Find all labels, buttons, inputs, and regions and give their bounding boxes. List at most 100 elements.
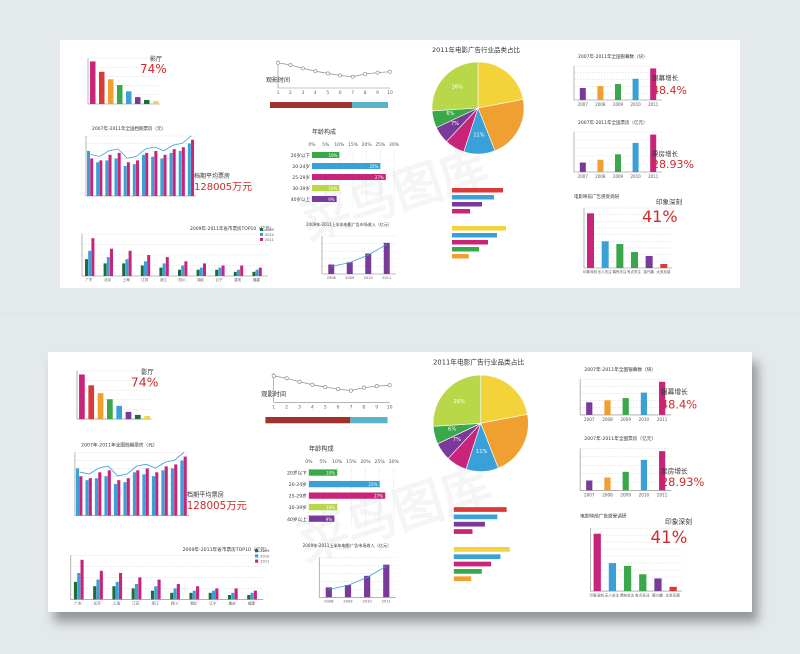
age-value-label: 10%: [326, 505, 335, 510]
top10-bar: [173, 588, 177, 600]
national-line: [90, 135, 192, 159]
survey-tick-label: 感兴趣: [643, 269, 654, 274]
top10-tick-label: 广东: [74, 601, 82, 606]
cinema-callout-value: 74%: [131, 375, 159, 390]
adrev-tick-label: 2009: [343, 600, 353, 604]
top10-bar: [250, 592, 254, 600]
survey-bar: [601, 241, 609, 268]
age-tick-label: 5%: [319, 459, 327, 465]
screens-chart-tick-label: 2008: [602, 417, 613, 422]
screens-chart-bar: [615, 83, 621, 100]
national-bar: [154, 151, 158, 196]
national-bar: [161, 470, 165, 516]
top10-title: 2009年-2011年省市票房TOP10（亿元）: [190, 225, 274, 232]
screens-chart-tick-label: 2010: [631, 102, 642, 107]
boxoffice-chart-bar: [604, 477, 611, 491]
boxoffice-chart-tick-label: 2010: [631, 174, 642, 179]
top10-bar: [150, 590, 155, 600]
survey-title: 电影映前广告感受调研: [574, 193, 619, 200]
cinema-bar: [88, 385, 95, 420]
hbars2-chart-bar: [452, 254, 469, 259]
boxoffice-chart-bar: [579, 162, 586, 172]
screens-chart-bar: [622, 398, 629, 415]
timeline-point: [388, 69, 392, 74]
top10-chart: 2009年-2011年省市票房TOP10（亿元） 广东 北京 上海 江苏 浙江 四川 湖北 辽宁…: [70, 546, 270, 606]
top10-bar: [181, 265, 185, 276]
top10-bar: [237, 269, 240, 276]
timeline-tick-label: 7: [350, 405, 353, 411]
avg-box-office-value: 128005万元: [187, 500, 247, 512]
national-bar: [136, 470, 140, 516]
top10-bar: [255, 269, 259, 276]
age-value-label: 25%: [368, 482, 377, 487]
age-tick-label: 10%: [334, 142, 345, 148]
adrev-line: [328, 565, 387, 590]
top10-legend-swatch: [255, 549, 259, 553]
age-tick-label: 0%: [308, 142, 316, 148]
cinema-callout-value: 74%: [140, 62, 167, 76]
top10-bar: [199, 267, 203, 276]
age-tick-label: 5%: [322, 142, 330, 148]
top10-bar: [215, 588, 219, 600]
age-category-label: 20-24岁: [292, 163, 310, 170]
survey-bar: [654, 578, 662, 592]
national-bar: [183, 456, 187, 516]
screens-chart-bar: [579, 88, 586, 100]
national-bar: [187, 143, 191, 196]
survey-bar: [660, 264, 668, 268]
survey-tick-label: 印象深刻: [590, 592, 605, 597]
hbars2-chart-bar: [453, 561, 492, 567]
boxoffice-chart-tick-label: 2010: [639, 493, 650, 498]
top10-tick-label: 北京: [104, 277, 111, 282]
national-line: [79, 452, 185, 477]
national-bar: [145, 152, 149, 196]
national-bar: [169, 152, 173, 196]
cinema-bar: [134, 414, 141, 420]
timeline-point: [276, 60, 280, 65]
timeline-point: [349, 388, 353, 393]
top10-legend-label: 2009: [260, 549, 270, 553]
hbars2-chart-bar: [452, 233, 497, 238]
adrev-bar: [383, 564, 390, 598]
timeline-tick-label: 8: [364, 90, 367, 96]
top10-bar: [196, 586, 200, 600]
national-bar: [107, 470, 111, 516]
age-tick-label: 30%: [389, 142, 400, 148]
cinema-bar: [126, 91, 132, 104]
top10-bar: [215, 269, 219, 276]
top10-bar: [134, 584, 139, 600]
timeline-tick-label: 8: [362, 405, 365, 411]
timeline-point: [300, 66, 305, 71]
top10-bar: [196, 269, 200, 276]
timeline-tick-label: 9: [376, 90, 379, 96]
top10-bar: [154, 586, 158, 600]
top10-legend-label: 2011: [265, 238, 274, 242]
cinema-bar: [97, 393, 104, 420]
national-title: 2007年-2011年全国档期票房（元）: [81, 441, 157, 448]
boxoffice-chart-tick-label: 2008: [602, 493, 613, 498]
boxoffice-chart-bar: [597, 159, 604, 172]
age-category-label: 20岁以下: [287, 470, 307, 477]
infographic-panel-bottom: 菜鸟图库 影厅 74% 观影时间 1 2 3 4 5 6 7 8 9 10 2011年电影广告行业品类占比 1…: [48, 352, 752, 612]
top10-bar: [96, 579, 100, 600]
top10-bar: [165, 257, 169, 276]
top10-bar: [221, 265, 225, 276]
top10-bar: [192, 590, 196, 600]
survey-bar: [669, 586, 677, 592]
pie-slice: [480, 374, 528, 424]
national-bar: [180, 460, 184, 516]
timeline-tick-label: 3: [301, 90, 304, 96]
age-bar: [312, 163, 381, 169]
national-bar: [126, 478, 130, 516]
timeline-band-right: [352, 102, 388, 108]
screens-chart-tick-label: 2011: [657, 417, 668, 422]
timeline-point: [271, 373, 276, 378]
survey-bar: [587, 213, 594, 268]
timeline-point: [297, 379, 302, 384]
top10-tick-label: 上海: [113, 601, 121, 606]
age-category-label: 25-29岁: [289, 493, 307, 500]
hbars2-chart-bar: [453, 547, 510, 552]
box-growth-value: 28.93%: [652, 158, 694, 171]
timeline-point: [361, 385, 366, 390]
